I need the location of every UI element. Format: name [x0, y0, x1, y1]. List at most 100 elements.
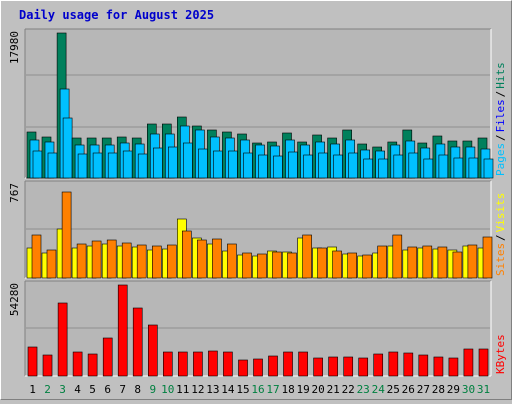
bar-kbytes-day-11 — [178, 351, 188, 377]
bar-sites-day-14 — [227, 243, 237, 279]
bar-pages-day-19 — [303, 154, 313, 179]
x-tick-label-day-1: 1 — [29, 383, 36, 396]
x-tick-label-day-27: 27 — [417, 383, 430, 396]
bar-pages-day-1 — [32, 150, 43, 179]
bar-kbytes-day-31 — [478, 348, 489, 377]
bar-sites-day-12 — [197, 239, 207, 279]
x-tick-label-day-18: 18 — [281, 383, 294, 396]
bar-sites-day-24 — [377, 245, 388, 279]
bar-sites-day-31 — [482, 236, 493, 279]
bar-kbytes-day-26 — [403, 352, 414, 377]
bar-sites-day-26 — [407, 246, 418, 279]
x-tick-label-day-11: 11 — [176, 383, 189, 396]
bar-sites-day-15 — [242, 252, 252, 279]
bar-kbytes-day-6 — [102, 337, 113, 377]
bar-pages-day-6 — [107, 152, 118, 179]
bar-sites-day-27 — [422, 245, 433, 279]
x-tick-label-day-28: 28 — [432, 383, 445, 396]
bar-sites-day-13 — [212, 238, 222, 279]
bar-sites-day-28 — [437, 246, 448, 279]
bar-sites-day-4 — [76, 243, 87, 279]
bar-kbytes-day-30 — [463, 348, 474, 377]
bar-sites-day-18 — [287, 252, 297, 279]
bar-sites-day-21 — [332, 250, 342, 279]
bar-pages-day-20 — [318, 152, 328, 179]
x-tick-label-day-19: 19 — [296, 383, 309, 396]
bar-pages-day-27 — [423, 158, 434, 179]
legend-files: Files — [494, 99, 507, 132]
bar-pages-day-26 — [408, 152, 419, 179]
max-label-sites: 767 — [8, 183, 21, 203]
bar-kbytes-day-21 — [328, 356, 338, 377]
bar-sites-day-7 — [121, 242, 132, 279]
bar-sites-day-20 — [317, 247, 327, 279]
bar-kbytes-day-4 — [72, 351, 83, 377]
x-tick-label-day-21: 21 — [327, 383, 340, 396]
bar-pages-day-25 — [393, 154, 404, 179]
x-tick-label-day-30: 30 — [462, 383, 475, 396]
bar-kbytes-day-28 — [433, 356, 444, 377]
bar-pages-day-21 — [333, 154, 343, 179]
legend-sites: Sites — [494, 243, 507, 276]
bar-kbytes-day-2 — [42, 354, 53, 377]
legend-pages: Pages — [494, 143, 507, 176]
bar-kbytes-day-22 — [343, 356, 354, 377]
bar-pages-day-16 — [258, 154, 268, 179]
bar-pages-day-14 — [228, 150, 238, 179]
x-tick-label-day-22: 22 — [342, 383, 355, 396]
bar-sites-day-17 — [272, 251, 282, 279]
x-tick-label-day-7: 7 — [119, 383, 126, 396]
x-tick-label-day-16: 16 — [251, 383, 264, 396]
bar-kbytes-day-24 — [373, 353, 384, 377]
bar-kbytes-day-1 — [27, 346, 38, 377]
bar-pages-day-29 — [453, 157, 464, 179]
x-tick-label-day-2: 2 — [44, 383, 51, 396]
bar-kbytes-day-27 — [418, 354, 429, 377]
x-tick-label-day-23: 23 — [357, 383, 370, 396]
bar-sites-day-11 — [182, 230, 192, 279]
x-tick-label-day-15: 15 — [236, 383, 249, 396]
x-tick-label-day-31: 31 — [477, 383, 490, 396]
bar-kbytes-day-14 — [223, 351, 233, 377]
bar-kbytes-day-8 — [132, 307, 143, 377]
bar-kbytes-day-7 — [117, 284, 128, 377]
bar-pages-day-17 — [273, 155, 283, 179]
bar-pages-day-4 — [77, 153, 88, 179]
bar-sites-day-23 — [362, 254, 373, 279]
bar-kbytes-day-9 — [148, 324, 158, 377]
bar-pages-day-28 — [438, 154, 449, 179]
bar-pages-day-2 — [47, 152, 58, 179]
bar-kbytes-day-16 — [253, 358, 263, 377]
bar-sites-day-9 — [152, 245, 162, 279]
legend-separator: / — [494, 234, 507, 241]
x-tick-label-day-3: 3 — [59, 383, 66, 396]
bar-sites-day-5 — [91, 240, 102, 279]
legend-hits: Hits — [494, 62, 507, 89]
legend-visits: Visits — [494, 193, 507, 233]
bar-kbytes-day-23 — [358, 357, 369, 377]
bar-kbytes-day-20 — [313, 357, 323, 377]
legend-separator: / — [494, 91, 507, 98]
bar-kbytes-day-12 — [193, 351, 203, 377]
bar-sites-day-30 — [467, 244, 478, 279]
bar-pages-day-9 — [153, 147, 163, 179]
x-tick-label-day-25: 25 — [387, 383, 400, 396]
legend-separator: / — [494, 134, 507, 141]
bar-sites-day-19 — [302, 234, 312, 279]
bar-pages-day-15 — [243, 152, 253, 179]
bar-sites-day-2 — [46, 249, 57, 279]
max-label-kbytes: 54280 — [8, 283, 21, 316]
bar-kbytes-day-25 — [388, 351, 399, 377]
bar-sites-day-1 — [31, 234, 42, 279]
bar-sites-day-8 — [136, 244, 147, 279]
bar-kbytes-day-19 — [298, 351, 308, 377]
bar-sites-day-29 — [452, 251, 463, 279]
x-tick-label-day-4: 4 — [74, 383, 81, 396]
bar-pages-day-13 — [213, 150, 223, 179]
bar-pages-day-3 — [62, 117, 73, 179]
bar-pages-day-12 — [198, 148, 208, 179]
bar-sites-day-10 — [167, 244, 177, 279]
legend-kbytes: KBytes — [494, 334, 507, 374]
